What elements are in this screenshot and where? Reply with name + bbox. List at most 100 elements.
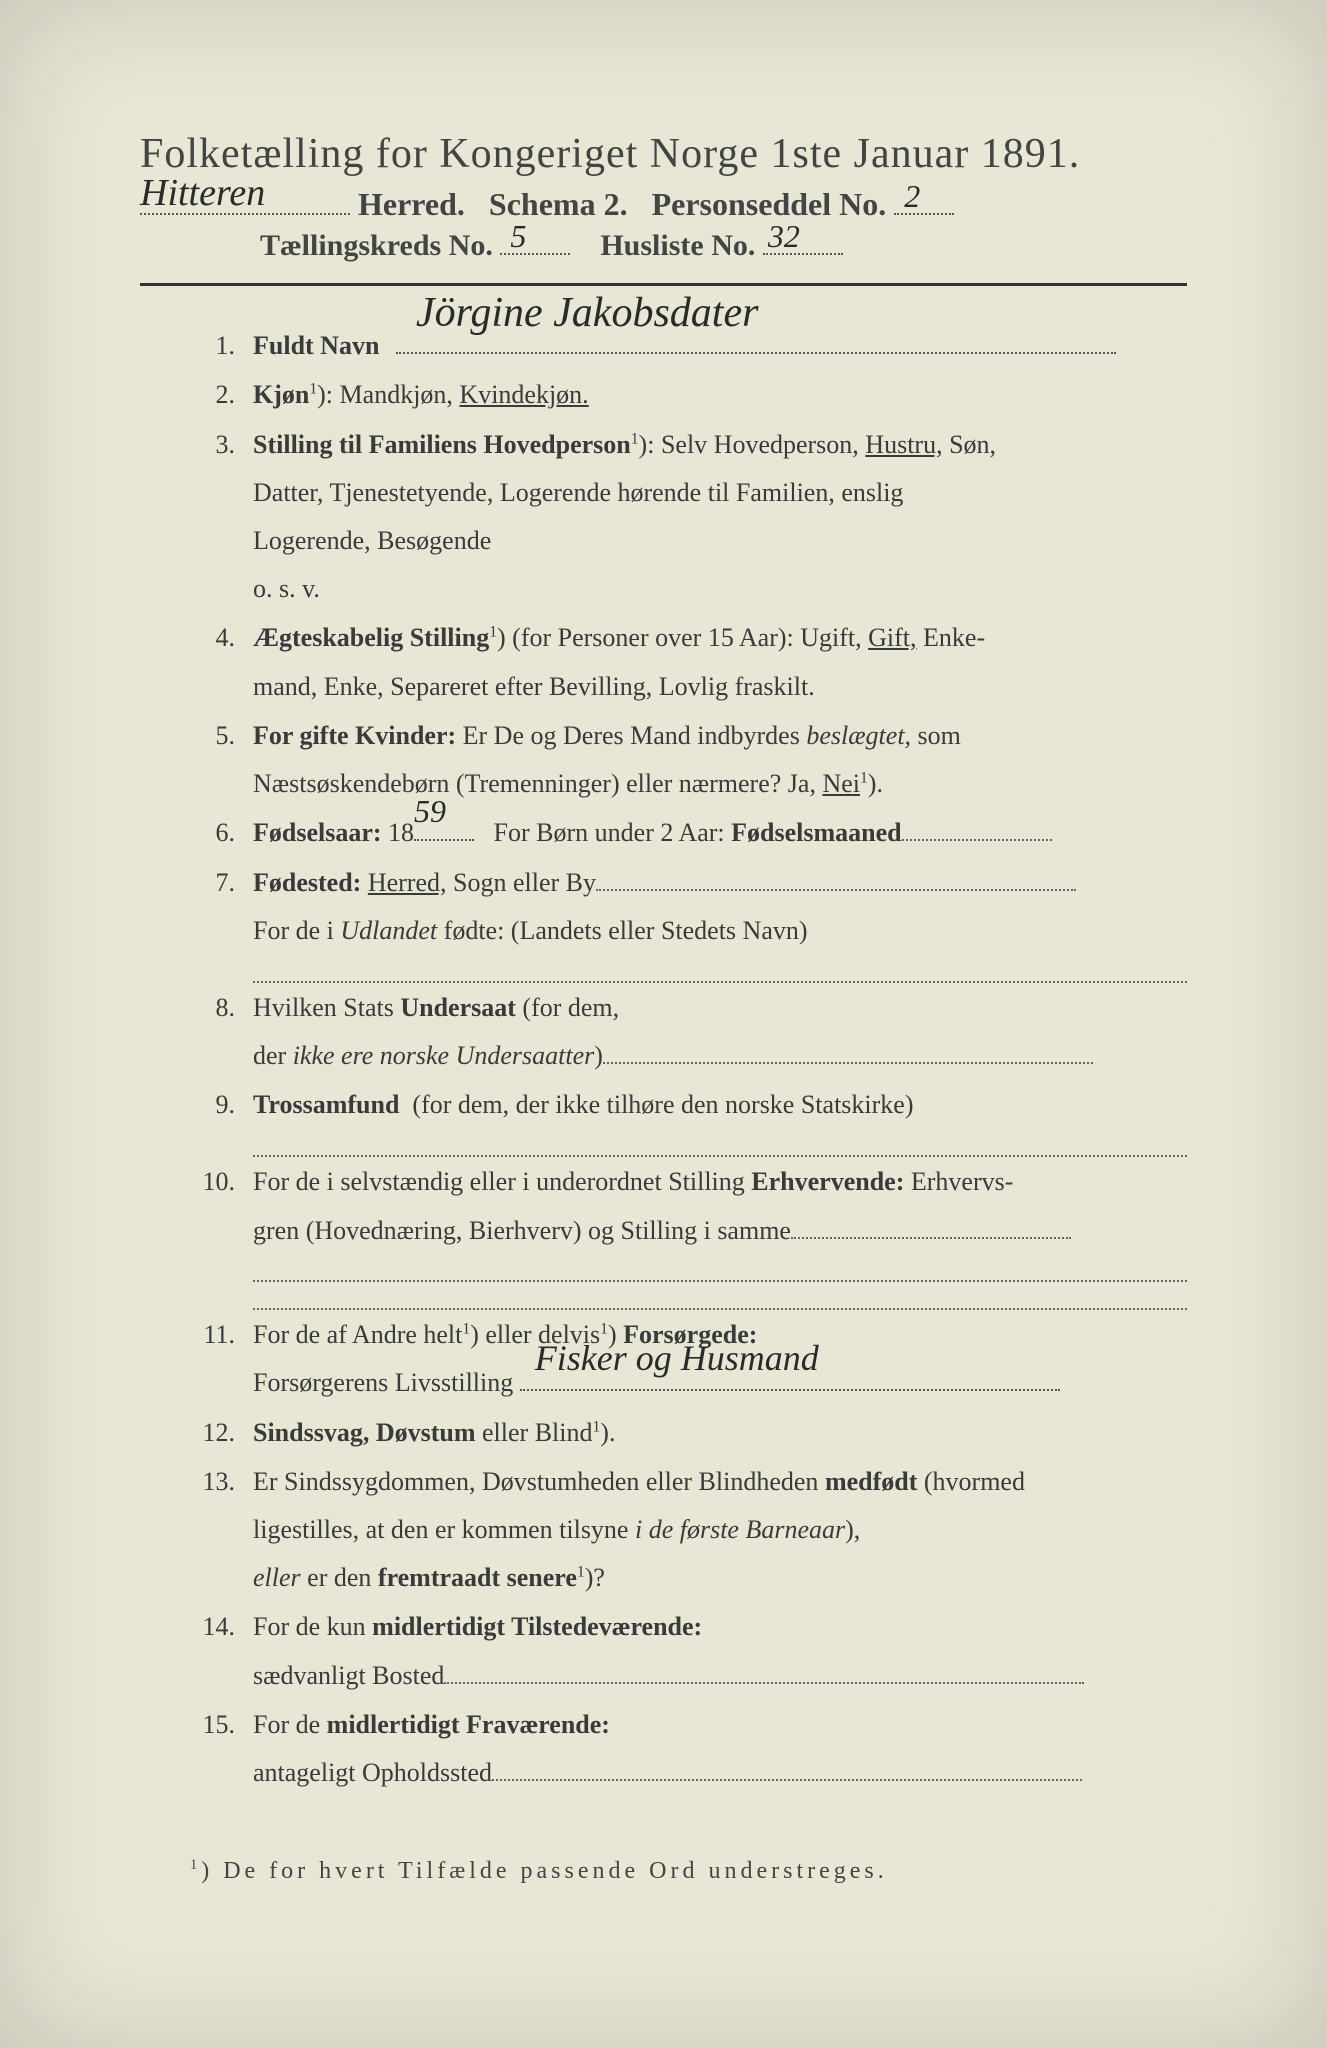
q13-cont2: eller er den fremtraadt senere1)? [253,1554,1197,1602]
q5-cont: Næstsøskendebørn (Tremenninger) eller næ… [253,760,1197,808]
q11-cont: Forsørgerens Livsstilling Fisker og Husm… [253,1359,1197,1407]
form-header: Folketælling for Kongeriget Norge 1ste J… [140,130,1237,263]
q6-t2: For Børn under 2 Aar: [494,818,725,847]
q10-cont: gren (Hovednæring, Bierhverv) og Stillin… [253,1207,1197,1255]
q7-cont: For de i Udlandet fødte: (Landets eller … [253,907,1197,955]
q8-ital: ikke ere norske Undersaatter [293,1041,595,1070]
q3-num: 3. [180,420,253,469]
q7-dotline [253,955,1187,983]
q13-l3b: er den [307,1563,371,1592]
q7-rest: Sogn eller By [453,868,596,897]
q3-l3: Logerende, Besøgende [253,517,1197,565]
q4-row: 4. Ægteskabelig Stilling1) (for Personer… [180,613,1197,662]
q8-t2: (for dem, [522,993,619,1022]
q5-label: For gifte Kvinder: [253,721,456,750]
q9-num: 9. [180,1080,253,1129]
q15-l2: antageligt Opholdssted [253,1758,492,1787]
q13-bold2: fremtraadt senere [378,1563,577,1592]
footnote-text: ) De for hvert Tilfælde passende Ord und… [201,1858,888,1884]
q6-prefix: 18 [388,818,414,847]
q5-t2: som [918,721,961,750]
q13-cont1: ligestilles, at den er kommen tilsyne i … [253,1506,1197,1554]
q1-label: Fuldt Navn [253,331,379,360]
q14-text: For de kun [253,1612,366,1641]
q13-t2: (hvormed [924,1467,1025,1496]
q8-num: 8. [180,983,253,1032]
q9-dotline [253,1130,1187,1158]
q5-fn: 1 [860,770,868,787]
q3-label: Stilling til Familiens Hovedperson [253,430,631,459]
q13-row: 13. Er Sindssygdommen, Døvstumheden elle… [180,1457,1197,1506]
q4-opt1: Ugift, [800,623,861,652]
q9-text: (for dem, der ikke tilhøre den norske St… [412,1090,913,1119]
q15-num: 15. [180,1700,253,1749]
q11-l2: Forsørgerens Livsstilling [253,1368,513,1397]
q15-text: For de [253,1710,320,1739]
q13-l2a: ligestilles, at den er kommen tilsyne [253,1515,628,1544]
q2-fn: 1 [309,381,317,398]
q12-num: 12. [180,1408,253,1457]
q4-opt3: Enke- [923,623,985,652]
q5-t1: Er De og Deres Mand indbyrdes [463,721,800,750]
q11-t1: For de af Andre helt [253,1320,462,1349]
q6-label: Fødselsaar: [253,818,382,847]
schema-label: Schema 2. [489,186,628,222]
q10-bold: Erhvervende: [751,1167,904,1196]
q13-ital: i de første Barneaar [635,1515,845,1544]
herred-handwritten: Hitteren [140,171,265,215]
q1-name: Jörgine Jakobsdater [416,274,759,354]
q4-label: Ægteskabelig Stilling [253,623,489,652]
q6-year: 59 [414,781,446,842]
q13-bold1: medfødt [825,1467,917,1496]
q6-label2: Fødselsmaaned [731,818,901,847]
q7-label: Fødested: [253,868,361,897]
q15-row: 15. For de midlertidigt Fraværende: [180,1700,1197,1749]
q14-row: 14. For de kun midlertidigt Tilstedevære… [180,1602,1197,1651]
q1-row: 1. Fuldt Navn Jörgine Jakobsdater [180,321,1197,370]
q2-label: Kjøn [253,380,309,409]
q11-num: 11. [180,1310,253,1359]
q8-end: ) [594,1041,603,1070]
q3-fn: 1 [631,430,639,447]
q13-fn: 1 [577,1564,585,1581]
q6-row: 6. Fødselsaar: 1859 For Børn under 2 Aar… [180,808,1197,857]
q1-num: 1. [180,321,253,370]
q4-paren: (for Personer over 15 Aar): [512,623,794,652]
q10-row: 10. For de i selvstændig eller i underor… [180,1157,1197,1206]
q3-l4: o. s. v. [253,565,1197,613]
q10-t2: Erhvervs- [911,1167,1014,1196]
q13-num: 13. [180,1457,253,1506]
footnote-mark: 1 [190,1857,201,1873]
q9-bold: Trossamfund [253,1090,399,1119]
q13-l2b: ), [845,1515,860,1544]
q10-dotline1 [253,1255,1187,1283]
q5-end: ). [868,769,883,798]
q13-l3a: eller [253,1563,301,1592]
q15-cont: antageligt Opholdssted [253,1749,1197,1797]
q10-l2: gren (Hovednæring, Bierhverv) og Stillin… [253,1216,791,1245]
q8-cont: der ikke ere norske Undersaatter) [253,1032,1197,1080]
q5-ital: beslægtet, [806,721,911,750]
q2-opt1: Mandkjøn, [340,380,453,409]
kreds-label: Tællingskreds No. [260,229,493,262]
form-subtitle2: Tællingskreds No. 5 Husliste No. 32 [260,229,1237,263]
q8-bold: Undersaat [400,993,516,1022]
q2-opt2: Kvindekjøn. [459,380,588,409]
q5-nei: Nei [822,769,860,798]
herred-label: Herred. [358,186,465,222]
q13-t1: Er Sindssygdommen, Døvstumheden eller Bl… [253,1467,818,1496]
husliste-no: 32 [768,218,800,255]
personseddel-label: Personseddel No. [652,186,887,222]
q3-row: 3. Stilling til Familiens Hovedperson1):… [180,420,1197,469]
q3-hustru: Hustru, [865,430,942,459]
q6-num: 6. [180,808,253,857]
q4-gift: Gift, [868,623,916,652]
q14-bold: midlertidigt Tilstedeværende: [372,1612,702,1641]
q8-l2a: der [253,1041,286,1070]
kreds-no: 5 [510,218,526,255]
q15-bold: midlertidigt Fraværende: [327,1710,610,1739]
q12-bold: Sindssvag, Døvstum [253,1418,476,1447]
q9-row: 9. Trossamfund (for dem, der ikke tilhør… [180,1080,1197,1129]
q10-dotline2 [253,1282,1187,1310]
q11-value: Fisker og Husmand [535,1325,819,1392]
